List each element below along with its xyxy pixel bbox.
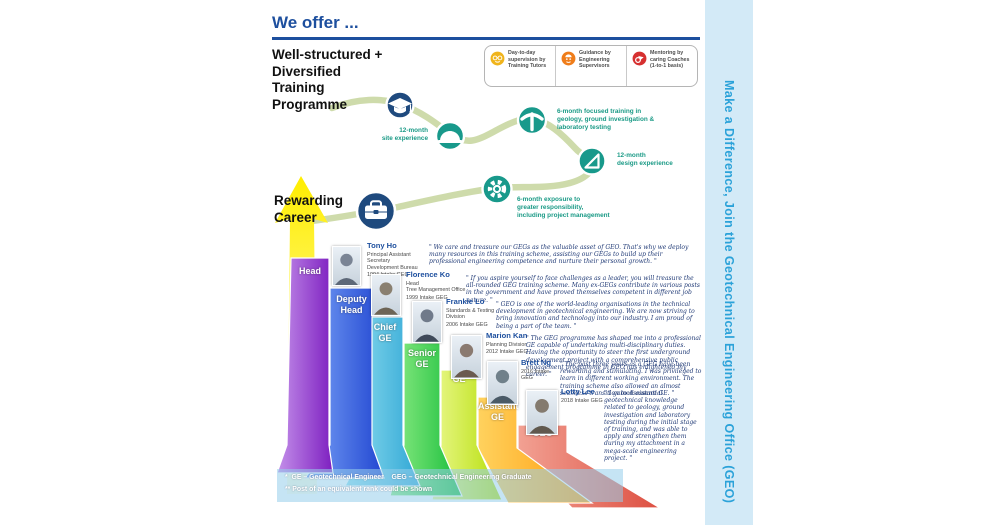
supervisor-face-icon [561,51,576,66]
person-silhouette [454,343,479,378]
bar-label-ge: GE [452,374,466,384]
person-intake: 2006 Intake GEG [446,321,488,328]
supervision-box: Day-to-day supervision by Training Tutor… [484,45,698,87]
person-brett-ng: Brett Ng 2016 Intake GEG [521,358,561,382]
person-intake: 2012 Intake GEG [486,349,528,355]
testimonial-tony-ho: " We care and treasure our GEGs as the v… [429,244,689,266]
person-silhouette [335,253,358,285]
photo-marion-kan [451,335,482,379]
photo-florence-ko [371,274,401,316]
person-silhouette [374,282,398,315]
person-intake: 2016 Intake GEG [521,368,550,382]
person-name: Brett Ng [521,358,551,367]
person-name: Frankie Lo [446,297,485,306]
person-silhouette [415,309,439,342]
sidebar-slogan: Make a Difference, Join the Geotechnical… [722,80,736,504]
person-name: Marion Kan [486,331,528,340]
milestone-site-experience: 12-month site experience [381,127,428,142]
briefcase-icon [355,190,397,232]
person-silhouette [529,398,555,434]
person-silhouette [490,369,515,404]
person-name: Florence Ko [406,270,450,279]
footnote-equivalent-rank: ** Post of an equivalent rank could be s… [285,486,433,493]
person-florence-ko: Florence Ko Head Tree Management Office … [406,270,466,301]
bar-head [276,257,334,474]
coach-whistle-icon [632,51,647,66]
gear-icon [481,173,513,205]
hard-hat-icon [434,120,466,152]
person-intake: 2018 Intake GEG [561,397,603,404]
supervision-item-coaches: Mentoring by caring Coaches (1-to-1 basi… [626,46,697,86]
person-marion-kan: Marion Kan Planning Division 2012 Intake… [486,331,528,356]
person-name: Tony Ho [367,241,397,250]
footnote-band: * GE – Geotechnical Engineer GEG – Geote… [277,469,623,502]
person-title: Planning Division [486,341,528,348]
supervision-item-label: Mentoring by caring Coaches (1-to-1 basi… [650,50,690,70]
testimonial-lotty-lee: " I gained essential geotechnical knowle… [604,390,697,462]
supervision-item-supervisors: Guidance by Engineering Supervisors [555,46,626,86]
title-underline [272,37,700,40]
set-square-icon [577,146,607,176]
photo-frankie-lo [412,301,442,343]
training-heading: Well-structured + Diversified Training P… [272,47,383,112]
testimonial-florence-ko: " If you aspire yourself to face challen… [466,275,700,304]
footnote-abbreviations: * GE – Geotechnical Engineer GEG – Geote… [285,474,532,481]
bar-label-chief-ge: Chief GE [373,322,397,343]
testimonial-frankie-lo: " GEO is one of the world-leading organi… [496,301,695,330]
milestone-focused-training: 6-month focused training in geology, gro… [557,108,655,131]
photo-brett-ng [487,361,518,405]
sidebar: Make a Difference, Join the Geotechnical… [705,0,753,525]
person-intake: 1999 Intake GEG [406,294,448,301]
milestone-greater-responsibility: 6-month exposure to greater responsibili… [517,196,610,219]
testimonial-marion-kan: " The GEG programme has shaped me into a… [526,335,701,379]
person-title: Standards & Testing Division [446,307,495,321]
supervision-item-tutors: Day-to-day supervision by Training Tutor… [485,46,555,86]
career-heading: Rewarding Career [274,193,344,225]
person-title: Principal Assistant Secretary Developmen… [367,251,418,271]
pickaxe-icon [516,104,548,136]
person-lotty-lee: Lotty Lee 2018 Intake GEG [561,387,603,404]
page-title: We offer ... [272,13,359,32]
testimonial-brett-ng: " The past three years as a GEG have bee… [560,361,702,397]
supervision-item-label: Guidance by Engineering Supervisors [579,50,611,70]
milestone-design-experience: 12-month design experience [617,152,673,167]
bar-label-assistant-ge: Assistant GE [478,401,519,422]
photo-lotty-lee [526,390,558,435]
bar-label-deputy-head: Deputy Head [336,294,367,315]
supervision-item-label: Day-to-day supervision by Training Tutor… [508,50,547,70]
graduation-cap-icon [385,90,415,120]
tutor-face-icon [490,51,505,66]
bar-label-senior-ge: Senior GE [407,348,436,369]
person-title: Head Tree Management Office [406,280,466,294]
photo-tony-ho [332,246,361,286]
person-name: Lotty Lee [561,387,595,396]
person-frankie-lo: Frankie Lo Standards & Testing Division … [446,297,496,328]
bar-label-head: Head [298,266,321,276]
